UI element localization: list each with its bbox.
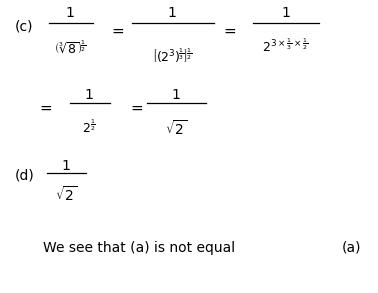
Text: $2^{3\times\frac{1}{3}\times\frac{1}{2}}$: $2^{3\times\frac{1}{3}\times\frac{1}{2}}… <box>262 38 308 55</box>
Text: (c): (c) <box>15 19 34 33</box>
Text: $\sqrt{2}$: $\sqrt{2}$ <box>165 120 187 138</box>
Text: $1$: $1$ <box>280 6 290 20</box>
Text: $1$: $1$ <box>84 88 94 102</box>
Text: $=$: $=$ <box>109 23 125 38</box>
Text: $=$: $=$ <box>37 99 53 115</box>
Text: We see that (a) is not equal: We see that (a) is not equal <box>43 241 235 255</box>
Text: $2^{\frac{1}{2}}$: $2^{\frac{1}{2}}$ <box>82 119 96 136</box>
Text: $=$: $=$ <box>128 99 144 115</box>
Text: $\left(\sqrt[3]{8}\right)^{\!\frac{1}{2}}$: $\left(\sqrt[3]{8}\right)^{\!\frac{1}{2}… <box>54 40 86 57</box>
Text: (d): (d) <box>15 169 35 183</box>
Text: $1$: $1$ <box>167 6 177 20</box>
Text: $1$: $1$ <box>65 6 75 20</box>
Text: $=$: $=$ <box>221 23 237 38</box>
Text: (a): (a) <box>342 241 361 255</box>
Text: $\sqrt{2}$: $\sqrt{2}$ <box>55 185 77 204</box>
Text: $1$: $1$ <box>171 88 181 102</box>
Text: $1$: $1$ <box>61 159 71 173</box>
Text: $\left[\left(2^{3}\right)^{\!\frac{1}{3}}\right]^{\!\frac{1}{2}}$: $\left[\left(2^{3}\right)^{\!\frac{1}{3}… <box>152 47 192 65</box>
